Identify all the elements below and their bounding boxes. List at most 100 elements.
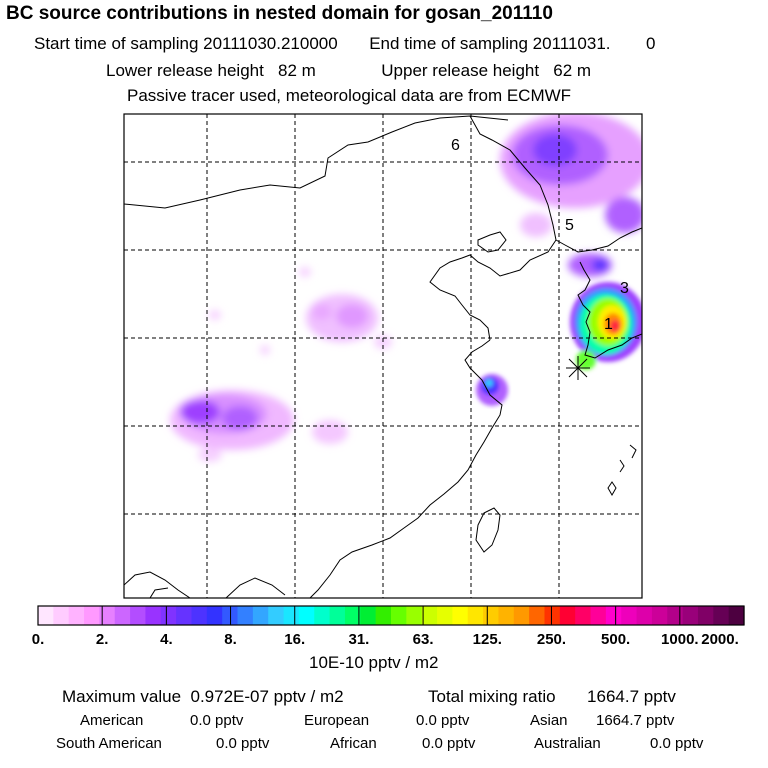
end-suffix: 0 [645, 34, 656, 53]
colorbar-swatch [130, 606, 147, 625]
colorbar-swatch [437, 606, 453, 625]
colorbar-swatch [375, 606, 392, 625]
region-asian-value: 1664.7 pptv [596, 712, 675, 729]
map-plume-layer [170, 114, 642, 462]
colorbar-swatch [498, 606, 515, 625]
colorbar-swatch [697, 606, 714, 625]
colorbar [38, 606, 745, 625]
region-african-name: African [330, 735, 377, 752]
region-african-value: 0.0 pptv [422, 735, 476, 752]
colorbar-swatch [160, 606, 177, 625]
total-label: Total mixing ratio [428, 687, 556, 706]
colorbar-tick-label: 63. [412, 631, 434, 648]
upper-value: 62 m [553, 61, 592, 80]
colorbar-tick-label: 1000. [661, 631, 699, 648]
region-asian-name: Asian [530, 712, 568, 729]
colorbar-swatch [114, 606, 131, 625]
colorbar-swatch [99, 606, 116, 625]
colorbar-swatch [53, 606, 70, 625]
colorbar-swatch [728, 606, 745, 625]
colorbar-tick-label: 16. [284, 631, 306, 648]
colorbar-tick-label: 500. [601, 631, 631, 648]
cluster-label-3: 3 [620, 280, 629, 297]
colorbar-swatch [559, 606, 576, 625]
max-line: Maximum value 0.972E-07 pptv / m2 [62, 687, 344, 707]
colorbar-swatch [467, 606, 484, 625]
region-south-american-name: South American [56, 735, 162, 752]
region-south-american-value: 0.0 pptv [216, 735, 270, 752]
colorbar-tick-label: 2. [95, 631, 109, 648]
colorbar-swatch [344, 606, 361, 625]
start-label: Start time of sampling [34, 34, 199, 53]
colorbar-swatch [38, 606, 54, 625]
lower-label: Lower release height [106, 61, 264, 80]
colorbar-tick-label: 8. [224, 631, 237, 648]
map-gridlines [124, 114, 642, 598]
region-american-value: 0.0 pptv [190, 712, 244, 729]
sampling-line: Start time of sampling 20111030.210000 E… [34, 34, 655, 54]
plume-central [209, 267, 392, 355]
colorbar-tick-label: 250. [536, 631, 567, 648]
colorbar-tick-label: 31. [348, 631, 370, 648]
plume-west [170, 390, 348, 462]
plume-north [500, 114, 642, 277]
colorbar-swatch [176, 606, 193, 625]
colorbar-swatch [68, 606, 85, 625]
coastlines [124, 115, 642, 598]
total-value: 1664.7 pptv [587, 687, 676, 706]
colorbar-swatch [713, 606, 730, 625]
total-line: Total mixing ratio 1664.7 pptv [428, 687, 676, 707]
colorbar-swatch [84, 606, 100, 625]
region-european-name: European [304, 712, 370, 729]
colorbar-swatch [590, 606, 607, 625]
release-line: Lower release height 82 m Upper release … [106, 61, 591, 81]
colorbar-tick-label: 125. [472, 631, 502, 648]
start-value: 20111030.210000 [203, 34, 338, 53]
region-european-value: 0.0 pptv [416, 712, 470, 729]
colorbar-swatch [237, 606, 254, 625]
colorbar-swatch [651, 606, 668, 625]
colorbar-swatch [314, 606, 331, 625]
plume-yangtze [476, 374, 508, 406]
colorbar-units: 10E-10 pptv / m2 [309, 653, 439, 672]
colorbar-swatch [483, 606, 500, 625]
cluster-label-6: 6 [451, 137, 460, 154]
max-label: Maximum value [62, 687, 182, 706]
colorbar-swatch [605, 606, 622, 625]
colorbar-swatch [421, 606, 438, 625]
page-title: BC source contributions in nested domain… [6, 3, 553, 24]
cluster-label-5: 5 [565, 217, 574, 234]
max-value: 0.972E-07 pptv / m2 [190, 687, 344, 706]
colorbar-swatch [575, 606, 592, 625]
upper-label: Upper release height [381, 61, 540, 80]
colorbar-swatch [636, 606, 653, 625]
colorbar-swatch [145, 606, 162, 625]
colorbar-swatch [621, 606, 638, 625]
colorbar-swatch [283, 606, 300, 625]
region-american-name: American [80, 712, 144, 729]
colorbar-tick-label: 4. [160, 631, 173, 648]
end-label: End time of sampling [369, 34, 528, 53]
colorbar-swatch [391, 606, 407, 625]
colorbar-swatch [268, 606, 285, 625]
colorbar-swatch [252, 606, 269, 625]
colorbar-swatch [298, 606, 315, 625]
colorbar-swatch [544, 606, 561, 625]
tracer-note: Passive tracer used, meteorological data… [127, 86, 572, 105]
colorbar-swatch [667, 606, 684, 625]
colorbar-swatch [529, 606, 546, 625]
colorbar-swatch [206, 606, 223, 625]
colorbar-tick-label: 2000. [701, 631, 739, 648]
colorbar-tick-label: 0. [31, 631, 45, 648]
lower-value: 82 m [278, 61, 316, 80]
colorbar-swatch [452, 606, 469, 625]
colorbar-swatch [191, 606, 208, 625]
colorbar-swatch [329, 606, 346, 625]
region-australian-name: Australian [534, 735, 601, 752]
region-australian-value: 0.0 pptv [650, 735, 704, 752]
colorbar-swatch [406, 606, 423, 625]
colorbar-swatch [360, 606, 377, 625]
cluster-label-1: 1 [604, 316, 613, 333]
map-frame [123, 113, 643, 599]
